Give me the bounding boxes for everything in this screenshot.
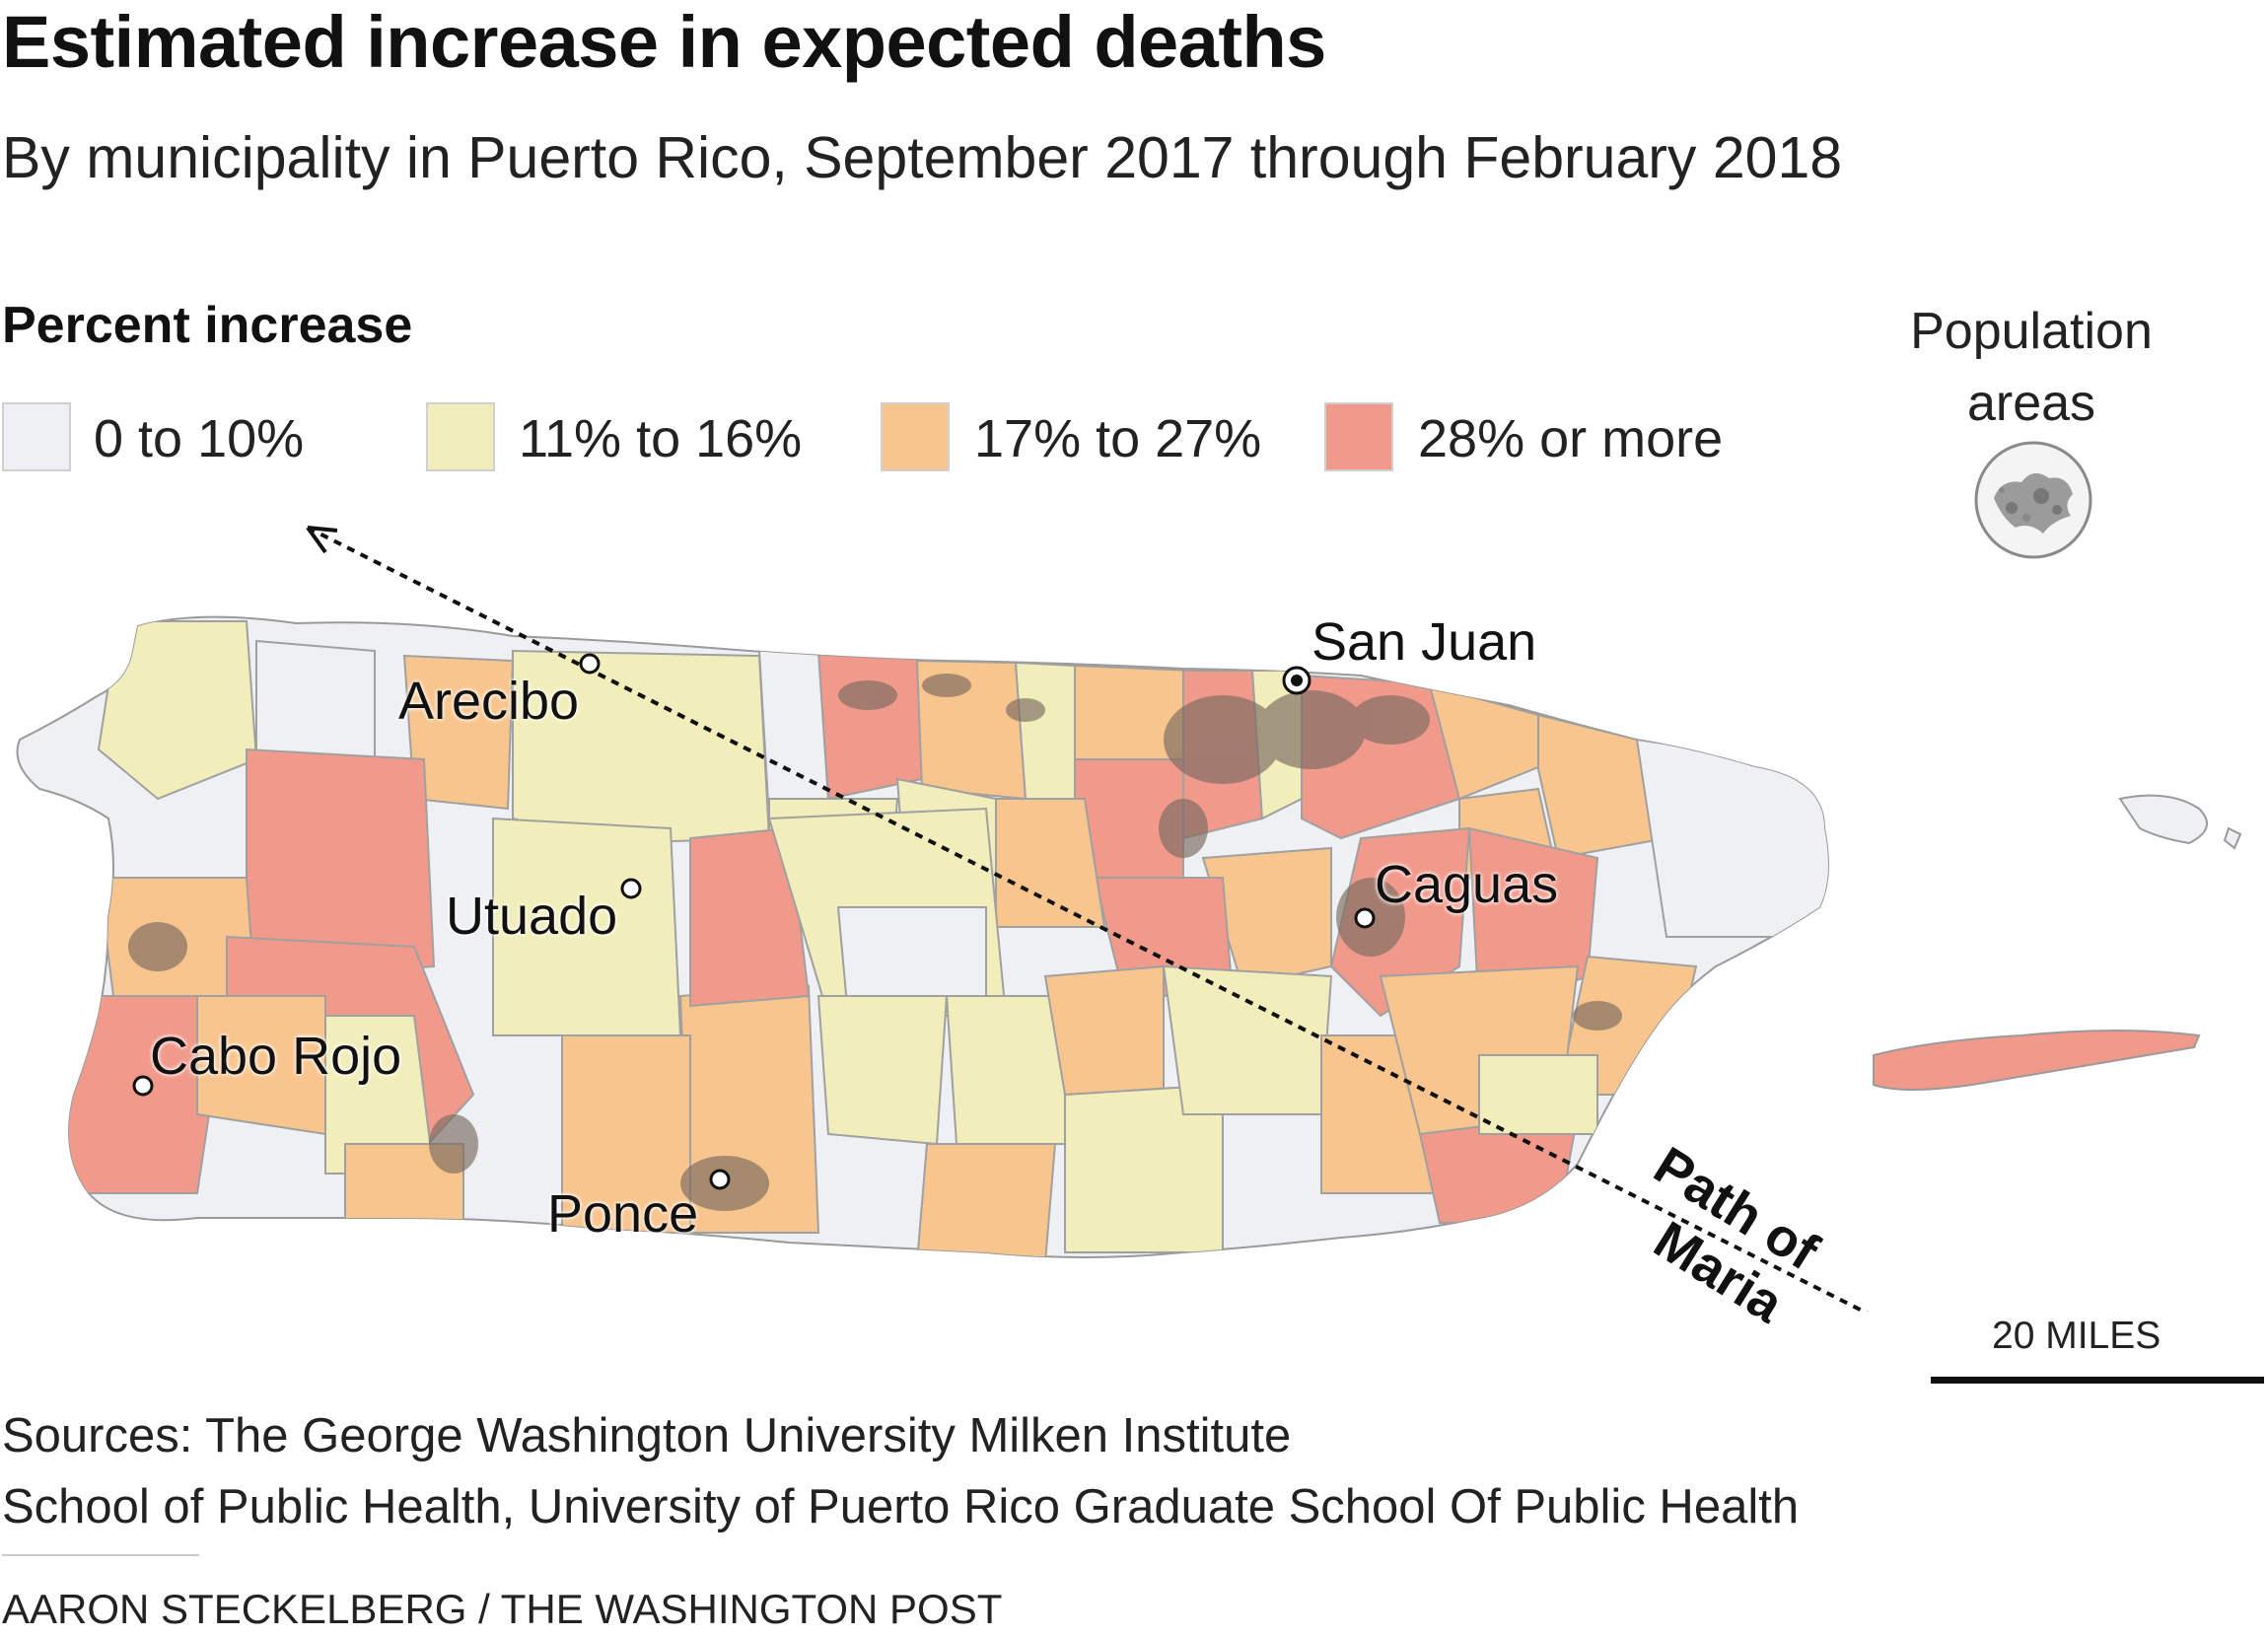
sources: Sources: The George Washington Universit…: [2, 1400, 1799, 1542]
legend-label-28-plus: 28% or more: [1418, 409, 1724, 468]
legend-label-0-10: 0 to 10%: [94, 409, 305, 468]
utuado-marker: [620, 878, 642, 899]
scale-label: 20 MILES: [1992, 1315, 2162, 1357]
legend-title: Percent increase: [2, 297, 413, 354]
sources-line-2: School of Public Health, University of P…: [2, 1480, 1800, 1533]
cabo-rojo-marker: [132, 1075, 154, 1097]
san-juan-capital-dot: [1291, 675, 1303, 686]
credit: AARON STECKELBERG / THE WASHINGTON POST: [2, 1586, 1003, 1632]
ponce-marker: [709, 1169, 731, 1190]
population-areas-icon: [1974, 441, 2092, 559]
divider: [2, 1554, 199, 1556]
label-arecibo: Arecibo: [398, 672, 580, 731]
legend-swatch-17-27: [881, 402, 950, 471]
legend-swatch-0-10: [2, 402, 71, 471]
scale-bar: [1931, 1377, 2264, 1384]
legend-swatch-28-plus: [1324, 402, 1393, 471]
label-san-juan: San Juan: [1311, 612, 1537, 672]
label-caguas: Caguas: [1375, 855, 1559, 914]
sources-line-1: Sources: The George Washington Universit…: [2, 1409, 1292, 1462]
chart-subtitle: By municipality in Puerto Rico, Septembe…: [2, 125, 1843, 190]
legend-label-17-27: 17% to 27%: [974, 409, 1262, 468]
arecibo-marker: [579, 653, 601, 675]
caguas-marker: [1354, 907, 1376, 929]
label-utuado: Utuado: [446, 887, 618, 946]
label-ponce: Ponce: [547, 1184, 699, 1244]
chart-title: Estimated increase in expected deaths: [2, 1, 1326, 83]
population-areas-label: Population areas: [1910, 303, 2153, 432]
puerto-rico-map: [16, 526, 2242, 1312]
legend-swatch-11-16: [426, 402, 495, 471]
legend-label-11-16: 11% to 16%: [519, 409, 803, 468]
label-cabo-rojo: Cabo Rojo: [150, 1027, 402, 1086]
